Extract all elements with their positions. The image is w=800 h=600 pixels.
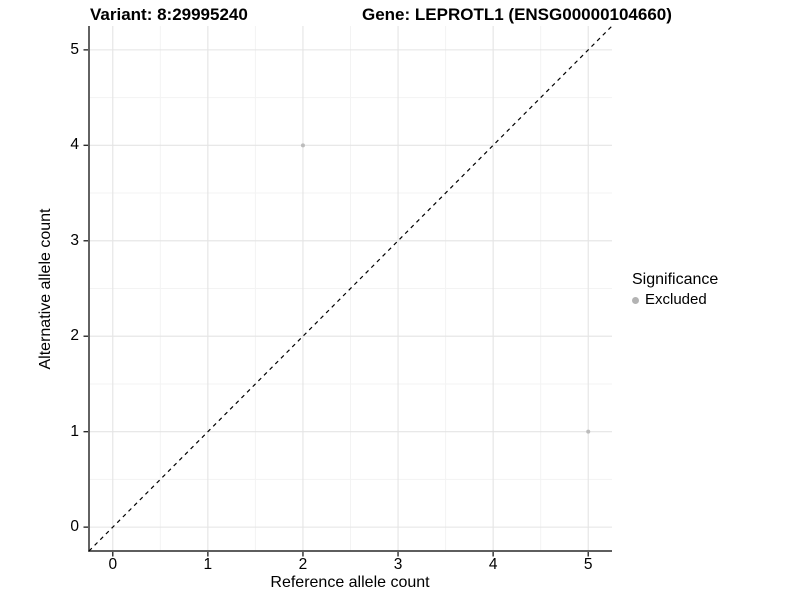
x-tick-label: 3	[393, 556, 403, 573]
plot-title-variant: Variant: 8:29995240	[90, 5, 248, 24]
x-tick-label: 2	[298, 556, 308, 573]
y-tick-label: 4	[70, 136, 79, 154]
x-tick-label: 5	[583, 556, 593, 573]
y-tick-label: 1	[70, 422, 79, 440]
y-tick-label: 3	[70, 231, 79, 249]
legend-item: Excluded	[632, 291, 718, 309]
x-tick-label: 4	[488, 556, 498, 573]
legend-items: Excluded	[632, 291, 718, 309]
identity-dashed-line	[88, 25, 613, 552]
legend-title: Significance	[632, 271, 719, 288]
y-tick-label: 2	[70, 327, 79, 345]
legend-key-dot-icon	[632, 296, 639, 304]
x-tick-label: 1	[203, 556, 213, 573]
plot-title-gene: Gene: LEPROTL1 (ENSG00000104660)	[362, 5, 672, 24]
x-axis-title: Reference allele count	[270, 574, 430, 591]
y-tick-label: 0	[70, 518, 79, 536]
y-tick-label: 5	[70, 40, 79, 58]
x-tick-label: 0	[108, 556, 118, 573]
data-point	[586, 429, 591, 434]
data-point	[300, 143, 305, 148]
legend-item-label: Excluded	[645, 291, 707, 308]
legend: Significance Excluded	[632, 270, 718, 309]
